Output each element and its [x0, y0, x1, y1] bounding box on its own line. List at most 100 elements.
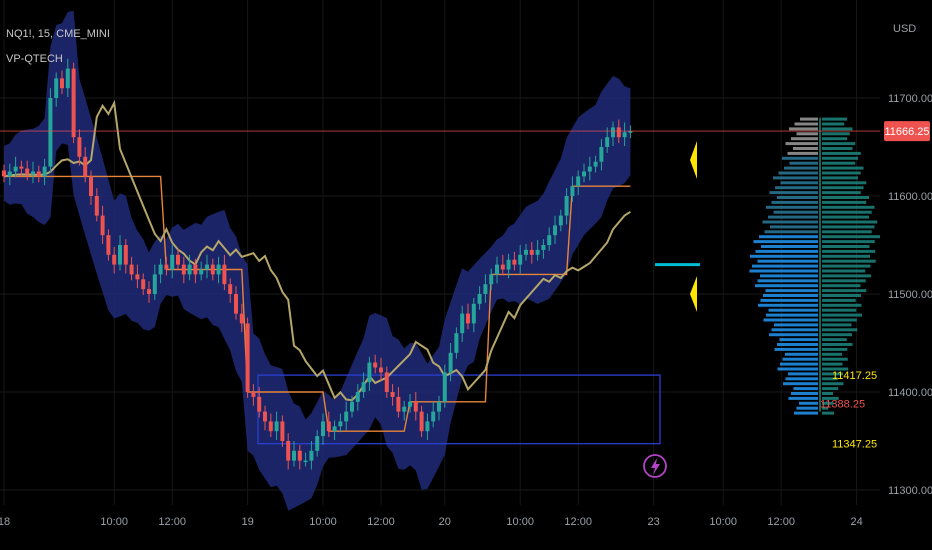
candle	[25, 168, 30, 175]
profile-bar-right	[822, 156, 858, 160]
candle	[222, 264, 227, 285]
candle	[315, 436, 320, 451]
marker-lower	[690, 276, 697, 312]
profile-bar-right	[822, 245, 870, 248]
lightning-icon[interactable]	[643, 454, 667, 478]
candle	[402, 406, 407, 412]
profile-bar-right	[822, 210, 872, 214]
candle	[367, 362, 372, 383]
candle	[71, 68, 76, 138]
candle	[274, 421, 279, 432]
candle	[419, 411, 424, 432]
price-axis[interactable]: 11700.00 11600.00 11500.00 11400.00 11300.00	[888, 93, 932, 497]
candle	[292, 450, 296, 461]
candle	[199, 269, 204, 275]
profile-bar-left	[760, 298, 818, 302]
time-tick-label: 10:00	[100, 516, 128, 528]
time-tick-label: 20	[439, 516, 451, 528]
profile-bar-left	[793, 387, 818, 391]
candle	[466, 313, 470, 324]
profile-bar-left	[789, 161, 818, 165]
candle	[483, 284, 488, 294]
profile-bar-left	[750, 254, 818, 258]
candle	[263, 411, 267, 422]
candle	[94, 196, 99, 216]
candle	[77, 137, 82, 157]
profile-bar-left	[788, 396, 818, 400]
profile-bar-right	[822, 343, 853, 346]
price-tick-label: 11500.00	[888, 289, 932, 301]
profile-bar-left	[780, 362, 818, 366]
profile-bar-right	[822, 127, 853, 131]
candle	[280, 421, 285, 441]
candle	[442, 372, 447, 402]
profile-bar-left	[794, 411, 818, 415]
candle	[413, 401, 418, 412]
profile-bar-left	[796, 406, 818, 410]
candle	[373, 362, 378, 368]
profile-bar-right	[822, 289, 867, 293]
profile-bar-left	[771, 200, 818, 204]
profile-bar-left	[783, 382, 818, 386]
candle	[582, 171, 586, 177]
time-tick-label: 18	[0, 516, 10, 528]
candle	[321, 421, 325, 437]
profile-bar-right	[822, 142, 856, 146]
time-tick-label: 10:00	[709, 516, 737, 528]
candle	[141, 279, 146, 290]
profile-bar-right	[822, 147, 853, 150]
profile-bar-left	[780, 181, 818, 185]
candle	[112, 254, 117, 265]
symbol-label[interactable]: NQ1!, 15, CME_MINI	[6, 28, 110, 40]
candle	[176, 254, 180, 265]
profile-bar-right	[822, 220, 878, 224]
candle	[547, 235, 552, 245]
profile-bar-right	[822, 240, 875, 244]
last-price: 11666.25	[0, 121, 930, 142]
profile-bar-left	[791, 392, 818, 395]
profile-bar-right	[822, 196, 869, 199]
profile-bar-right	[822, 176, 858, 180]
profile-bar-left	[753, 240, 818, 244]
profile-bar-left	[774, 323, 818, 327]
profile-bar-left	[760, 274, 818, 278]
profile-bar-right	[822, 411, 834, 415]
profile-bar-right	[822, 254, 870, 258]
candle	[587, 166, 592, 172]
candle	[170, 254, 175, 270]
candle	[251, 392, 256, 397]
time-tick-label: 12:00	[564, 516, 592, 528]
profile-bar-right	[822, 352, 842, 356]
profile-bar-right	[822, 298, 856, 302]
time-axis[interactable]: 18 10:00 12:00 19 10:00 12:00 20 10:00 12:00 23 10…	[0, 516, 863, 528]
profile-bar-right	[822, 396, 839, 400]
profile-bar-right	[822, 137, 847, 141]
candle	[89, 176, 93, 196]
profile-bar-left	[773, 210, 818, 214]
time-tick-label: 10:00	[506, 516, 534, 528]
candle	[489, 274, 494, 285]
candle	[448, 352, 453, 373]
candle	[350, 401, 354, 412]
profile-bar-left	[770, 225, 818, 229]
candle	[605, 137, 610, 147]
profile-bar-left	[789, 127, 818, 131]
annotation-level-high: 11417.25	[832, 370, 877, 382]
candle	[616, 127, 621, 138]
profile-bar-right	[822, 259, 876, 263]
time-tick-label: 10:00	[309, 516, 337, 528]
candle	[495, 264, 499, 275]
profile-bar-right	[822, 401, 834, 405]
price-tick-label: 11600.00	[888, 191, 932, 203]
candle	[60, 78, 64, 89]
indicator-label[interactable]: VP-QTECH	[6, 53, 63, 65]
profile-bar-right	[822, 269, 866, 273]
profile-bar-left	[777, 343, 818, 346]
profile-bar-right	[822, 284, 861, 288]
candle	[512, 259, 517, 265]
candle	[326, 421, 331, 432]
profile-bar-right	[822, 323, 852, 327]
candle	[622, 132, 627, 138]
candle	[193, 264, 198, 275]
